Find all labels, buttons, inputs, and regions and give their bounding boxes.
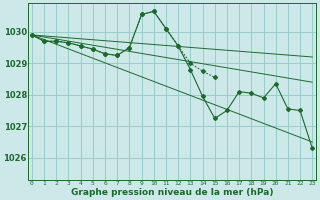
X-axis label: Graphe pression niveau de la mer (hPa): Graphe pression niveau de la mer (hPa) xyxy=(71,188,273,197)
